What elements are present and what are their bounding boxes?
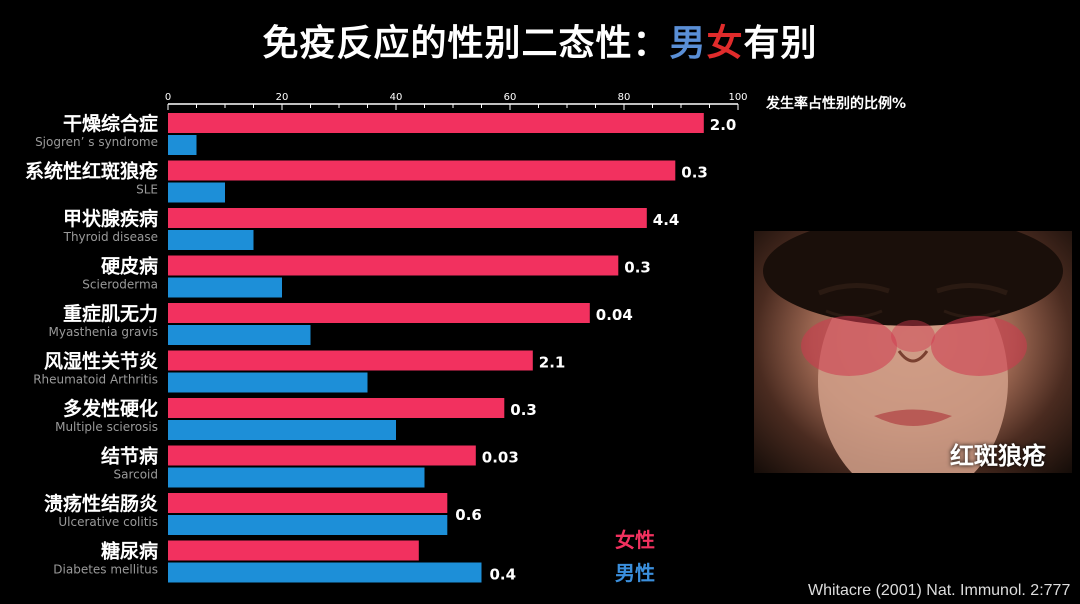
female-bar bbox=[168, 303, 590, 323]
male-bar bbox=[168, 135, 197, 155]
category-label-en: Multiple scierosis bbox=[55, 420, 158, 434]
data-label: 0.3 bbox=[681, 164, 708, 182]
category-label-en: Thyroid disease bbox=[63, 230, 158, 244]
male-bar bbox=[168, 467, 425, 488]
x-tick-label: 40 bbox=[390, 92, 403, 103]
title-prefix: 免疫反应的性别二态性： bbox=[262, 23, 670, 64]
chart-title: 免疫反应的性别二态性：男女有别 bbox=[0, 14, 1080, 66]
data-label: 2.1 bbox=[539, 354, 566, 372]
category-label: 溃疡性结肠炎 bbox=[44, 492, 158, 515]
category-label-en: Rheumatoid Arthritis bbox=[33, 373, 158, 387]
legend-female: 女性 bbox=[615, 528, 655, 552]
category-label-en: Sjogren’ s syndrome bbox=[35, 135, 158, 149]
title-male: 男 bbox=[669, 23, 707, 64]
data-label: 2.0 bbox=[710, 116, 737, 134]
female-bar bbox=[168, 445, 476, 466]
category-label: 硬皮病 bbox=[101, 255, 158, 278]
x-tick-label: 80 bbox=[618, 92, 631, 103]
title-female: 女 bbox=[706, 23, 744, 64]
x-tick-label: 100 bbox=[728, 92, 747, 103]
data-label: 0.03 bbox=[482, 449, 519, 467]
category-label: 结节病 bbox=[101, 445, 158, 468]
category-label: 风湿性关节炎 bbox=[44, 350, 158, 373]
category-label-en: SLE bbox=[136, 183, 158, 197]
photo-caption: 红斑狼疮 bbox=[950, 442, 1046, 470]
category-label: 糖尿病 bbox=[101, 540, 158, 563]
category-label-en: Sarcoid bbox=[113, 468, 158, 482]
data-label: 4.4 bbox=[653, 211, 680, 229]
category-label-en: Diabetes mellitus bbox=[53, 563, 158, 577]
data-label: 0.3 bbox=[510, 401, 537, 419]
male-bar bbox=[168, 562, 482, 583]
female-bar bbox=[168, 160, 676, 181]
x-tick-label: 20 bbox=[276, 92, 289, 103]
female-bar bbox=[168, 493, 448, 513]
category-label-en: Scieroderma bbox=[82, 278, 158, 292]
female-bar bbox=[168, 350, 533, 371]
female-bar bbox=[168, 398, 505, 418]
x-tick-label: 60 bbox=[504, 92, 517, 103]
legend-male: 男性 bbox=[615, 561, 655, 585]
male-bar bbox=[168, 325, 311, 345]
category-label-en: Myasthenia gravis bbox=[49, 325, 158, 339]
male-bar bbox=[168, 515, 448, 535]
data-label: 0.3 bbox=[624, 259, 651, 277]
category-label: 多发性硬化 bbox=[63, 397, 158, 420]
category-label: 干燥综合症 bbox=[63, 112, 158, 135]
data-label: 0.4 bbox=[490, 566, 517, 584]
male-bar bbox=[168, 230, 254, 250]
x-axis-label: 发生率占性别的比例% bbox=[765, 95, 906, 112]
female-bar bbox=[168, 208, 647, 228]
source-citation: Whitacre (2001) Nat. Immunol. 2:777 bbox=[808, 582, 1071, 599]
female-bar bbox=[168, 113, 704, 133]
male-bar bbox=[168, 182, 225, 203]
category-label: 重症肌无力 bbox=[63, 302, 158, 325]
male-bar bbox=[168, 372, 368, 393]
male-bar bbox=[168, 277, 282, 298]
data-label: 0.6 bbox=[455, 506, 482, 524]
category-label-en: Ulcerative colitis bbox=[58, 515, 158, 529]
category-label: 系统性红斑狼疮 bbox=[25, 160, 158, 183]
female-bar bbox=[168, 540, 419, 561]
data-label: 0.04 bbox=[596, 306, 633, 324]
title-suffix: 有别 bbox=[743, 23, 818, 64]
female-bar bbox=[168, 255, 619, 276]
lupus-face-photo bbox=[754, 231, 1072, 473]
category-label: 甲状腺疾病 bbox=[63, 207, 158, 230]
male-bar bbox=[168, 420, 396, 440]
x-tick-label: 0 bbox=[165, 92, 171, 103]
